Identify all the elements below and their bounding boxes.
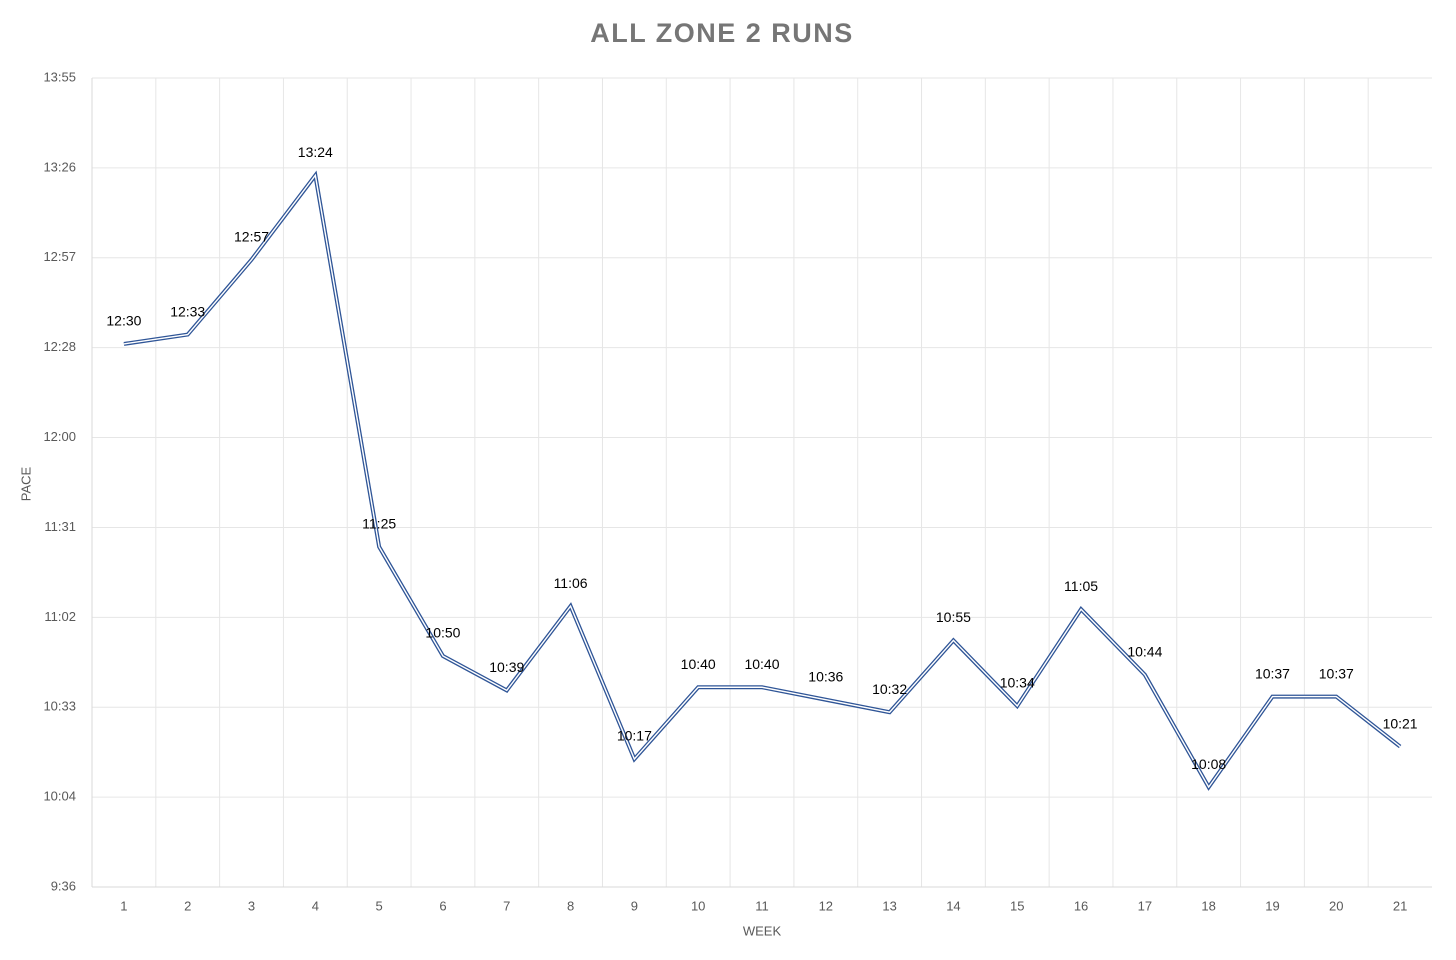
data-label: 10:37 (1255, 665, 1290, 681)
x-tick-label: 9 (631, 898, 638, 913)
y-tick-label: 12:28 (43, 339, 76, 354)
x-axis-label: WEEK (743, 923, 782, 938)
data-label: 10:44 (1127, 643, 1162, 659)
line (123, 170, 1402, 791)
x-tick-label: 10 (691, 898, 705, 913)
x-tick-label: 15 (1010, 898, 1024, 913)
data-label: 10:40 (744, 656, 779, 672)
y-tick-label: 10:04 (43, 789, 76, 804)
x-tick-label: 7 (503, 898, 510, 913)
x-tick-label: 3 (248, 898, 255, 913)
data-label: 10:55 (936, 609, 971, 625)
x-tick-label: 21 (1393, 898, 1407, 913)
data-label: 10:39 (489, 659, 524, 675)
x-tick-label: 14 (946, 898, 960, 913)
data-label: 11:05 (1064, 578, 1098, 594)
x-tick-label: 8 (567, 898, 574, 913)
y-tick-label: 10:33 (43, 699, 76, 714)
line-inner (123, 173, 1401, 789)
data-label: 12:30 (106, 313, 141, 329)
y-tick-label: 11:31 (44, 519, 76, 534)
data-label: 10:34 (1000, 675, 1035, 691)
y-tick-label: 13:26 (43, 159, 76, 174)
data-label: 10:37 (1319, 665, 1354, 681)
x-tick-label: 4 (312, 898, 319, 913)
data-label: 10:17 (617, 728, 652, 744)
data-label: 10:32 (872, 681, 907, 697)
data-label: 11:25 (362, 515, 396, 531)
y-axis-label: PACE (18, 466, 33, 501)
data-label: 12:33 (170, 303, 205, 319)
data-label: 10:21 (1383, 715, 1418, 731)
x-tick-label: 20 (1329, 898, 1343, 913)
data-label: 12:57 (234, 228, 269, 244)
x-tick-label: 12 (819, 898, 833, 913)
chart-title: ALL ZONE 2 RUNS (590, 18, 854, 48)
data-label: 10:40 (681, 656, 716, 672)
x-tick-label: 11 (755, 898, 769, 913)
x-tick-label: 5 (376, 898, 383, 913)
y-tick-label: 13:55 (43, 69, 76, 84)
data-label: 10:50 (425, 625, 460, 641)
data-label: 13:24 (298, 144, 333, 160)
x-tick-label: 19 (1265, 898, 1279, 913)
x-tick-label: 6 (439, 898, 446, 913)
y-tick-label: 9:36 (51, 878, 76, 893)
data-label: 10:36 (808, 668, 843, 684)
x-tick-label: 1 (120, 898, 127, 913)
x-tick-label: 18 (1201, 898, 1215, 913)
x-tick-label: 13 (882, 898, 896, 913)
x-tick-label: 17 (1138, 898, 1152, 913)
data-label: 11:06 (554, 575, 588, 591)
y-tick-label: 12:00 (43, 429, 76, 444)
x-tick-label: 16 (1074, 898, 1088, 913)
y-tick-label: 12:57 (43, 249, 76, 264)
y-tick-label: 11:02 (44, 609, 76, 624)
data-label: 10:08 (1191, 756, 1226, 772)
x-tick-label: 2 (184, 898, 191, 913)
